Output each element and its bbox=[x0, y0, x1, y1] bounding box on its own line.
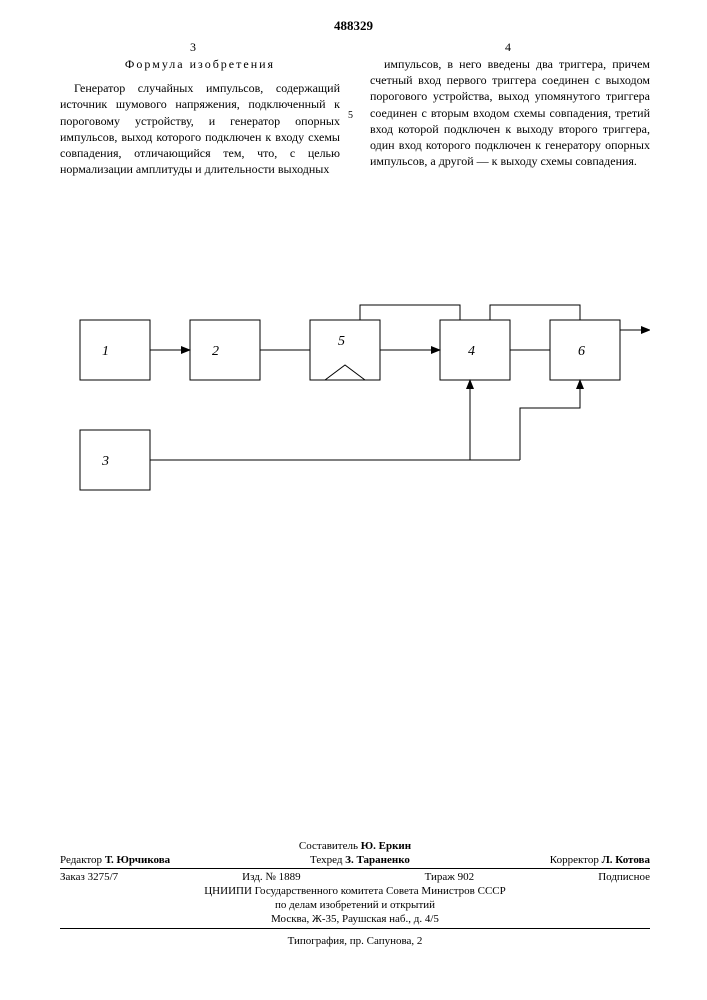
publication-credits: Составитель Ю. Еркин Редактор Т. Юрчиков… bbox=[60, 840, 650, 947]
patent-number: 488329 bbox=[0, 18, 707, 34]
izd-value: 1889 bbox=[279, 871, 301, 883]
izd-label: Изд. № bbox=[242, 871, 276, 883]
editor-label: Редактор bbox=[60, 854, 102, 866]
svg-text:6: 6 bbox=[578, 344, 585, 359]
formula-title: Формула изобретения bbox=[60, 56, 340, 72]
org-line-2: по делам изобретений и открытий bbox=[60, 899, 650, 913]
right-column: импульсов, в него введены два триггера, … bbox=[370, 56, 650, 169]
svg-text:3: 3 bbox=[101, 454, 109, 469]
divider-2 bbox=[60, 928, 650, 929]
svg-text:2: 2 bbox=[212, 344, 219, 359]
editor-name: Т. Юрчикова bbox=[105, 854, 170, 866]
line-number-5: 5 bbox=[348, 110, 353, 121]
tirage-value: 902 bbox=[458, 871, 475, 883]
corrector-name: Л. Котова bbox=[602, 854, 650, 866]
order-label: Заказ bbox=[60, 871, 85, 883]
svg-text:4: 4 bbox=[468, 344, 475, 359]
techred-label: Техред bbox=[310, 854, 342, 866]
svg-text:5: 5 bbox=[338, 334, 345, 349]
typography-line: Типография, пр. Сапунова, 2 bbox=[60, 935, 650, 947]
compiler-name: Ю. Еркин bbox=[361, 840, 411, 852]
right-text: импульсов, в него введены два триггера, … bbox=[370, 56, 650, 169]
order-value: 3275/7 bbox=[88, 871, 119, 883]
column-number-right: 4 bbox=[505, 40, 511, 55]
org-line-1: ЦНИИПИ Государственного комитета Совета … bbox=[60, 885, 650, 899]
svg-text:1: 1 bbox=[102, 344, 109, 359]
left-text: Генератор случайных импульсов, содержащи… bbox=[60, 80, 340, 177]
tirage-label: Тираж bbox=[425, 871, 455, 883]
subscription: Подписное bbox=[598, 871, 650, 883]
left-column: Формула изобретения Генератор случайных … bbox=[60, 56, 340, 177]
org-line-3: Москва, Ж-35, Раушская наб., д. 4/5 bbox=[60, 913, 650, 927]
block-diagram: 1 2 5 4 6 3 bbox=[60, 290, 650, 520]
corrector-label: Корректор bbox=[550, 854, 599, 866]
column-number-left: 3 bbox=[190, 40, 196, 55]
compiler-label: Составитель bbox=[299, 840, 358, 852]
techred-name: З. Тараненко bbox=[345, 854, 410, 866]
divider-1 bbox=[60, 868, 650, 869]
